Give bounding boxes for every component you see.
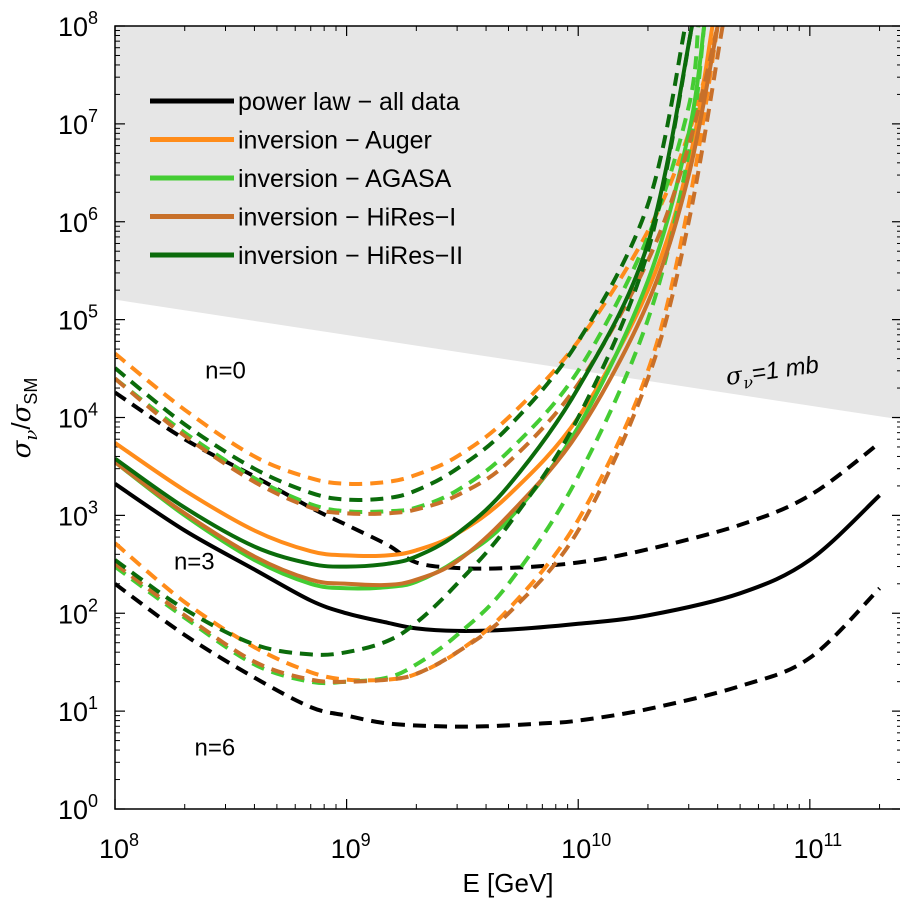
y-tick-label: 101 (58, 693, 98, 727)
annotations: n=0 n=3 n=6 (174, 358, 246, 762)
legend-label: power law − all data (238, 88, 460, 116)
y-axis-label: σν/σSM (6, 378, 42, 459)
x-tick-label: 1010 (561, 830, 611, 864)
y-tick-label: 106 (58, 204, 98, 238)
legend-label: inversion − Auger (238, 127, 432, 155)
y-tick-label: 105 (58, 302, 98, 336)
legend: power law − all data inversion − Auger inv… (150, 88, 463, 270)
x-tick-label: 109 (331, 830, 371, 864)
y-tick-label: 104 (58, 400, 98, 434)
y-tick-label: 102 (58, 595, 98, 629)
legend-label: inversion − HiRes−I (238, 204, 456, 232)
series-line-power-law-all-data-n-6 (115, 582, 882, 729)
y-tick-labels: 100 101 102 103 104 105 106 107 108 (58, 8, 98, 825)
annotation-n-0: n=0 (205, 358, 246, 385)
y-tick-label: 103 (58, 497, 98, 531)
series-group (115, 26, 882, 729)
series-line-inversion-hires-ii-n-6 (115, 26, 694, 657)
y-tick-label: 100 (58, 791, 98, 825)
series-line-inversion-hires-i-n-3 (115, 26, 720, 588)
annotation-n-3: n=3 (174, 548, 215, 575)
legend-label: inversion − HiRes−II (238, 242, 463, 270)
series-line-inversion-hires-i-n-0 (115, 26, 720, 516)
x-tick-label: 1011 (793, 830, 842, 864)
legend-label: inversion − AGASA (238, 165, 452, 193)
y-tick-label: 108 (58, 8, 98, 42)
series-line-inversion-hires-ii-n-3 (115, 26, 694, 569)
x-tick-label: 108 (99, 830, 139, 864)
plot-frame (114, 25, 900, 810)
x-tick-labels: 108 109 1010 1011 (99, 830, 842, 864)
shaded-region-label: σν=1 mb (724, 350, 821, 395)
series-line-inversion-hires-ii-n-0 (115, 26, 688, 502)
y-tick-label: 107 (58, 106, 98, 140)
x-axis-label: E [GeV] (462, 868, 553, 898)
series-line-inversion-agasa-n-0 (115, 26, 701, 514)
series-line-inversion-hires-i-n-6 (115, 26, 725, 684)
series-line-power-law-all-data-n-3 (115, 482, 881, 633)
series-line-power-law-all-data-n-0 (115, 390, 881, 571)
annotation-n-6: n=6 (195, 735, 236, 762)
